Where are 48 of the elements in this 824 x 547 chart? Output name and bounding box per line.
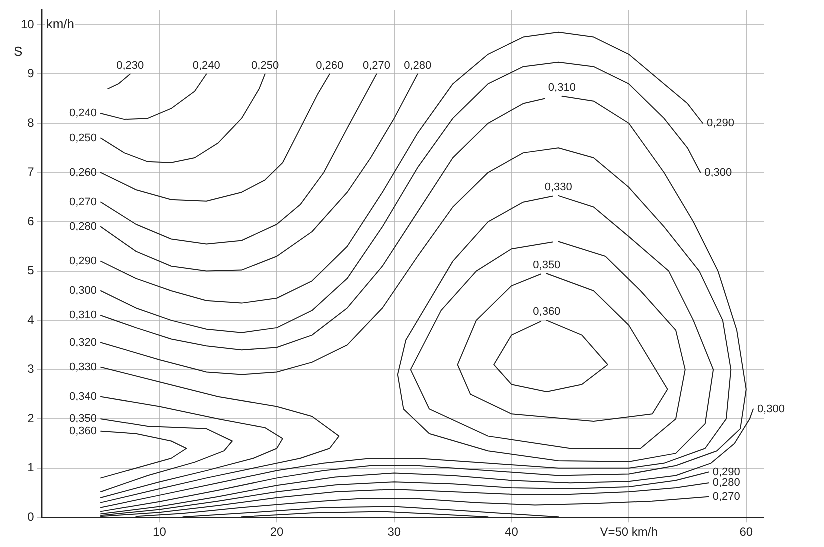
series-label: 0,260 bbox=[69, 166, 98, 179]
y-tick-label: 3 bbox=[28, 362, 35, 376]
series-label: 0,330 bbox=[69, 361, 98, 374]
x-tick-label: 30 bbox=[388, 525, 402, 540]
series-label: 0,320 bbox=[69, 336, 98, 349]
annotation: km/h bbox=[46, 16, 75, 32]
series-label: 0,300 bbox=[69, 285, 98, 298]
y-tick-label: 8 bbox=[28, 116, 35, 130]
y-tick-label: 2 bbox=[28, 411, 35, 426]
y-tick-label: 1 bbox=[28, 460, 35, 475]
series-label: 0,330 bbox=[544, 181, 572, 194]
y-tick-label: 5 bbox=[28, 264, 35, 278]
text: 0,270 bbox=[363, 60, 391, 72]
x-tick-label: 20 bbox=[270, 525, 284, 540]
y-tick-label: 6 bbox=[28, 214, 35, 228]
series-label: 0,230 bbox=[116, 60, 144, 72]
series-label: 0,310 bbox=[69, 310, 98, 322]
series-label: 0,250 bbox=[69, 132, 98, 144]
series-label: 0,360 bbox=[69, 425, 98, 438]
series-label: 0,340 bbox=[69, 390, 98, 403]
series-label: 0,300 bbox=[757, 403, 785, 416]
y-axis-title: S bbox=[14, 44, 24, 59]
series-label: 0,270 bbox=[712, 490, 740, 503]
y-tick-label: 9 bbox=[28, 66, 35, 81]
y-tick-label: 7 bbox=[28, 165, 35, 180]
series-label: 0,240 bbox=[69, 108, 98, 120]
y-tick-label: 0 bbox=[28, 510, 35, 524]
text: 0,290 bbox=[69, 255, 98, 268]
series-label: 0,360 bbox=[533, 306, 561, 318]
series-label: 0,280 bbox=[69, 220, 98, 233]
text: 0,240 bbox=[192, 60, 220, 72]
x-tick-label: V=50 km/h bbox=[600, 525, 658, 540]
text: 0,260 bbox=[316, 60, 344, 72]
x-tick-label: 60 bbox=[740, 525, 754, 540]
series-label: 0,350 bbox=[69, 413, 98, 426]
y-tick-label: 10 bbox=[20, 17, 35, 32]
x-tick-label: 10 bbox=[153, 525, 167, 540]
series-label: 0,310 bbox=[548, 82, 576, 94]
text: 0,250 bbox=[252, 60, 280, 72]
text: 0,300 bbox=[704, 166, 732, 179]
series-label: 0,350 bbox=[533, 259, 561, 272]
series-label: 0,290 bbox=[706, 118, 735, 130]
series-label: 0,290 bbox=[712, 466, 740, 478]
series-label: 0,270 bbox=[69, 196, 98, 208]
x-tick-label: 40 bbox=[505, 525, 519, 540]
series-label: 0,280 bbox=[712, 477, 740, 490]
y-tick-label: 4 bbox=[28, 312, 35, 327]
text: 0,280 bbox=[404, 60, 432, 72]
